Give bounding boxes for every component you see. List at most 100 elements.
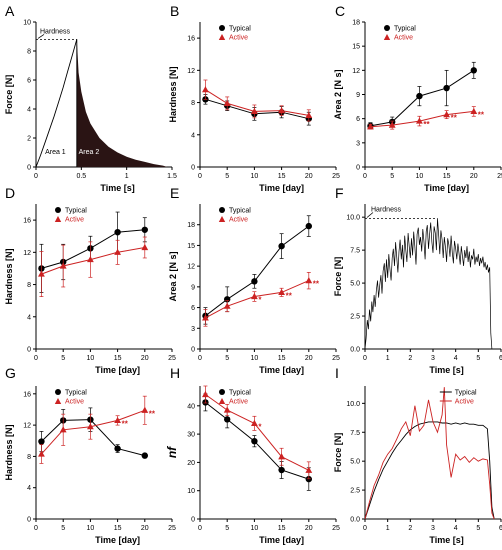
x-tick-label: 5 <box>61 355 65 362</box>
x-tick-label: 0 <box>198 173 202 180</box>
data-point-active <box>223 302 231 309</box>
data-point-active <box>443 111 450 118</box>
x-axis-label: Time [day] <box>95 535 140 545</box>
x-axis-label: Time [day] <box>95 365 140 375</box>
data-point-typical <box>38 438 45 445</box>
legend-active-label: Active <box>229 217 248 224</box>
x-axis-label: Time [s] <box>100 183 134 193</box>
legend-active-label: Active <box>229 399 248 406</box>
x-tick-label: 5 <box>225 173 229 180</box>
significance-mark: ** <box>122 419 129 428</box>
rise-curve <box>35 39 78 168</box>
x-tick-label: 0 <box>363 525 367 532</box>
x-tick-label: 5 <box>61 525 65 532</box>
x-tick-label: 5 <box>225 355 229 362</box>
data-point-active <box>87 423 94 430</box>
significance-mark: ** <box>149 409 156 418</box>
y-tick-label: 0 <box>27 347 31 354</box>
legend-typical-label: Typical <box>229 26 251 33</box>
data-point-active <box>114 416 121 424</box>
y-tick-label: 3 <box>191 326 195 333</box>
data-point-active <box>59 426 67 433</box>
series-typical-line <box>370 69 475 127</box>
x-tick-label: 5 <box>476 525 480 532</box>
x-tick-label: 20 <box>305 173 313 180</box>
legend-typical-label: Typical <box>455 390 477 397</box>
x-tick-label: 1.5 <box>167 173 177 180</box>
x-tick-label: 15 <box>278 173 286 180</box>
y-tick-label: 16 <box>187 36 195 43</box>
y-tick-label: 12 <box>352 68 360 75</box>
y-axis-label: Hardness [N] <box>4 424 14 480</box>
panel-a: A 0 0.5 1 1.5 0 2 4 6 8 10 Time [s] Force [N] Hardnes… <box>4 3 177 193</box>
data-point-typical <box>470 67 477 74</box>
significance-mark: ** <box>451 114 458 123</box>
data-point-typical <box>251 278 258 285</box>
x-tick-label: 15 <box>278 525 286 532</box>
series-typical-line <box>205 98 309 120</box>
legend-active-label: Active <box>455 399 474 406</box>
x-tick-label: 25 <box>332 525 340 532</box>
y-tick-label: 0.0 <box>350 517 360 524</box>
data-point-active <box>114 248 121 255</box>
panel-label: E <box>170 185 179 201</box>
x-axis-label: Time [day] <box>259 183 304 193</box>
x-tick-label: 2 <box>408 525 412 532</box>
series-typical-line <box>41 419 145 457</box>
y-tick-label: 16 <box>23 391 31 398</box>
data-point-typical <box>114 228 121 236</box>
series-active-line <box>205 280 309 319</box>
data-point-active <box>251 292 258 300</box>
data-point-active <box>141 406 149 413</box>
legend-typical-label: Typical <box>65 208 87 215</box>
legend-active-label: Active <box>65 399 84 406</box>
panel-g: G 0 5 10 15 20 25 0 4 8 12 16 Time [day] Hardness [N]… <box>4 365 176 545</box>
series-active-line <box>364 387 495 520</box>
panel-b: B 0 5 10 15 20 25 0 4 8 12 16 Time [day] Hardness [N]… <box>168 3 340 193</box>
y-tick-label: 6 <box>27 78 31 85</box>
y-tick-label: 12 <box>187 68 195 75</box>
data-point-active <box>87 255 94 263</box>
y-axis-label: Force [N] <box>4 75 14 115</box>
data-point-typical <box>278 466 285 474</box>
y-tick-label: 3 <box>356 140 360 147</box>
x-tick-label: 0 <box>198 355 202 362</box>
significance-mark: * <box>258 422 262 431</box>
x-tick-label: 15 <box>443 173 451 180</box>
data-point-active <box>278 453 285 460</box>
x-tick-label: 0 <box>363 355 367 362</box>
x-tick-label: 5 <box>476 355 480 362</box>
legend-typical-marker <box>219 389 225 395</box>
data-point-active <box>223 406 231 413</box>
y-tick-label: 12 <box>187 264 195 271</box>
y-tick-label: 0 <box>191 165 195 172</box>
panel-label: C <box>335 3 345 19</box>
legend-typical-marker <box>384 25 390 31</box>
x-tick-label: 0 <box>198 525 202 532</box>
data-point-active <box>251 107 258 115</box>
hardness-pointer <box>37 34 45 39</box>
significance-mark: ** <box>423 120 430 129</box>
y-tick-label: 30 <box>187 432 195 439</box>
data-point-active <box>202 314 209 321</box>
x-tick-label: 10 <box>87 525 95 532</box>
legend-active-marker <box>218 34 226 40</box>
y-axis-label: Hardness [N] <box>168 66 178 122</box>
legend-typical-label: Typical <box>229 390 251 397</box>
series-active-line <box>41 247 145 275</box>
x-tick-label: 0.5 <box>76 173 86 180</box>
x-tick-label: 25 <box>168 525 176 532</box>
x-tick-label: 15 <box>114 525 122 532</box>
panel-label: D <box>5 185 15 201</box>
data-point-typical <box>278 242 285 250</box>
y-tick-label: 4 <box>191 132 195 139</box>
y-tick-label: 0 <box>27 517 31 524</box>
x-tick-label: 15 <box>278 355 286 362</box>
data-point-typical <box>443 84 450 92</box>
legend-active-label: Active <box>394 35 413 42</box>
x-tick-label: 2 <box>408 355 412 362</box>
data-point-active <box>38 450 45 457</box>
panel-e: E 0 5 10 15 20 25 0 3 6 9 12 15 18 Time [day] Area 2 [N… <box>168 185 340 375</box>
panel-label: I <box>335 365 339 381</box>
